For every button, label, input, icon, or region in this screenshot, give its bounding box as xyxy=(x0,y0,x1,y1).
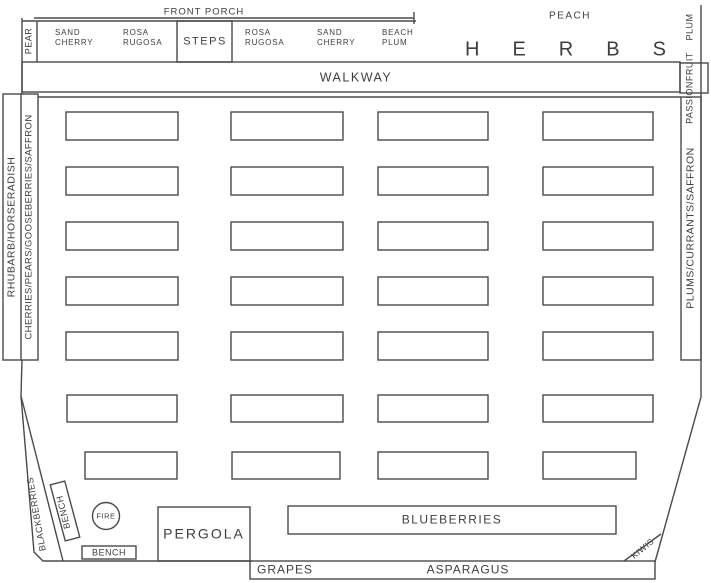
garden-bed xyxy=(542,394,654,423)
garden-bed xyxy=(377,276,489,306)
plums-currants-saffron-label: PLUMS/CURRANTS/SAFFRON xyxy=(684,147,697,309)
plum-label: PLUM xyxy=(684,13,695,41)
garden-bed xyxy=(377,221,489,251)
asparagus-label: ASPARAGUS xyxy=(426,562,510,577)
garden-bed xyxy=(65,276,179,306)
garden-bed xyxy=(66,394,178,423)
grapes-label: GRAPES xyxy=(257,562,314,577)
walkway-label: WALKWAY xyxy=(319,70,393,85)
blueberries-box xyxy=(287,505,617,535)
garden-bed xyxy=(230,221,344,251)
garden-bed xyxy=(542,451,637,480)
garden-bed xyxy=(230,276,344,306)
garden-bed xyxy=(230,331,344,361)
fire-label: FIRE xyxy=(96,511,116,521)
garden-bed xyxy=(377,451,489,480)
plums-currants-bed xyxy=(680,96,702,361)
garden-bed xyxy=(230,111,344,141)
rhubarb-horseradish-label: RHUBARB/HORSERADISH xyxy=(5,156,18,298)
blueberries-label: BLUEBERRIES xyxy=(401,512,503,527)
pear-label: PEAR xyxy=(23,27,34,55)
garden-bed xyxy=(542,221,654,251)
garden-bed xyxy=(65,166,179,196)
bench-horizontal-label: BENCH xyxy=(91,547,127,558)
sand-cherry-left-label: SAND CHERRY xyxy=(55,28,94,47)
front-porch-line xyxy=(34,12,415,24)
bench-diagonal-box xyxy=(49,480,81,542)
garden-bed xyxy=(377,394,489,423)
grapes-asparagus-strip xyxy=(249,560,656,580)
garden-bed xyxy=(84,451,178,480)
garden-bed xyxy=(377,166,489,196)
blackberries-wedge-line xyxy=(20,395,64,562)
garden-bed xyxy=(542,331,654,361)
peach-label: PEACH xyxy=(549,10,591,22)
garden-bed xyxy=(377,111,489,141)
herbs-label: HERBS xyxy=(465,38,699,61)
garden-bed xyxy=(230,394,344,423)
pergola-label: PERGOLA xyxy=(163,525,245,542)
garden-bed xyxy=(542,111,654,141)
beds-layer xyxy=(65,111,654,480)
garden-bed xyxy=(377,331,489,361)
pergola-box xyxy=(157,506,251,562)
front-porch-label: FRONT PORCH xyxy=(163,6,245,18)
sand-cherry-right-label: SAND CHERRY xyxy=(317,28,356,47)
beach-plum-label: BEACH PLUM xyxy=(382,28,414,47)
passionfruit-label: PASSIONFRUIT xyxy=(684,52,695,124)
bench-horizontal-box xyxy=(81,545,137,560)
walkway-end-box xyxy=(679,62,709,94)
garden-bed xyxy=(231,451,341,480)
steps-label: STEPS xyxy=(183,35,227,48)
fire-pit-circle xyxy=(91,501,121,531)
garden-bed xyxy=(230,166,344,196)
garden-bed xyxy=(542,166,654,196)
rosa-rugosa-left-label: ROSA RUGOSA xyxy=(123,28,163,47)
garden-bed xyxy=(65,221,179,251)
garden-bed xyxy=(542,276,654,306)
garden-bed xyxy=(65,111,179,141)
garden-bed xyxy=(65,331,179,361)
left-lower-boundary-line xyxy=(20,359,252,562)
rosa-rugosa-right-label: ROSA RUGOSA xyxy=(245,28,285,47)
kiwis-corner-line xyxy=(623,533,662,562)
cherries-pears-gooseberries-saffron-label: CHERRIES/PEARS/GOOSEBERRIES/SAFFRON xyxy=(23,114,35,340)
